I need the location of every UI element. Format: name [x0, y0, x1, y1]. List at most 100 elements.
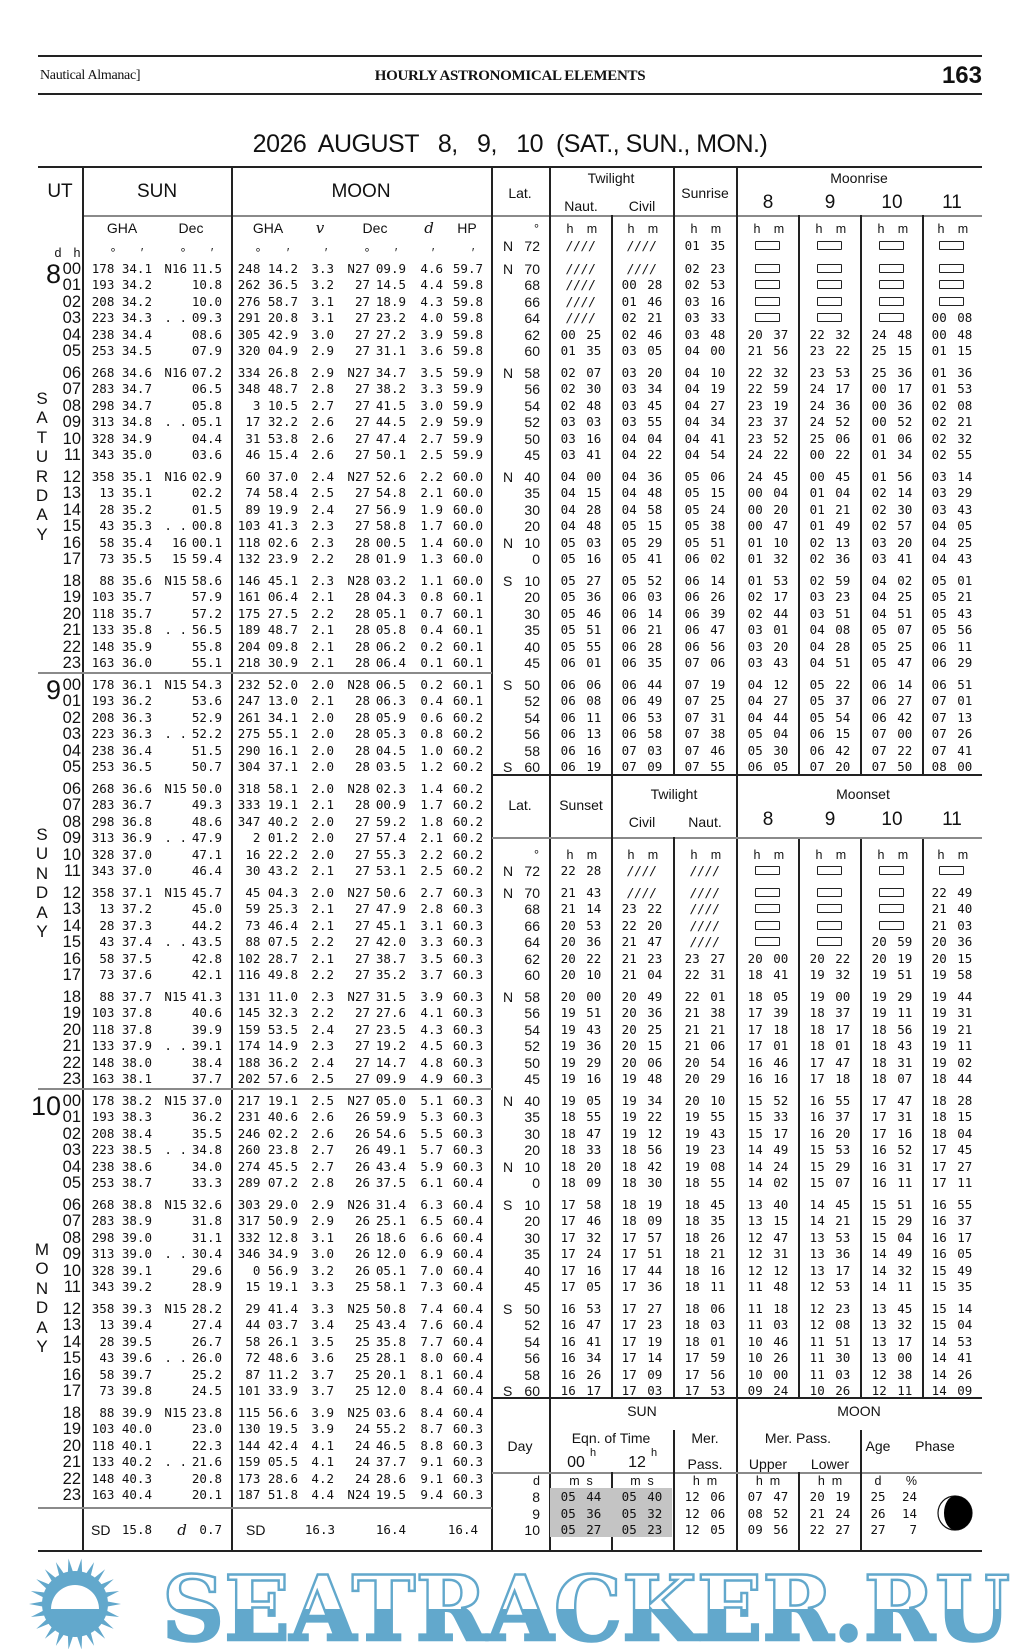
minute-unit: m — [773, 848, 785, 862]
hour-unit: h — [566, 222, 574, 236]
moon-dec-minutes: 12.0 — [375, 1246, 406, 1262]
moon-v-header: v — [315, 219, 325, 237]
moonrise-11: 07 41 — [931, 742, 973, 758]
moon-hp: 60.4 — [452, 1333, 483, 1349]
moon-d: 9.4 — [420, 1487, 443, 1502]
sun-dec-degrees: N16 — [164, 261, 187, 276]
moon-gha: 116 49.8 — [237, 967, 298, 982]
hour-unit: h — [566, 848, 574, 862]
moonrise-11: 03 29 — [931, 485, 973, 501]
lat-value: 66 — [524, 917, 540, 934]
sun-dec-minutes: 27.4 — [191, 1317, 222, 1333]
moonrise-9: 04 08 — [809, 622, 851, 638]
lat-value: 56 — [524, 1005, 540, 1022]
moonrise-9: 24 36 — [809, 397, 851, 413]
moon-v: 2.1 — [311, 638, 334, 654]
moon-dec-degrees: 27 — [354, 813, 370, 829]
moon-v: 2.0 — [311, 759, 334, 774]
moonrise-11: 02 08 — [931, 397, 973, 413]
moon-dec-minutes: 47.4 — [375, 430, 406, 446]
moon-dec-degrees: N25 — [347, 1405, 370, 1420]
moon-dec-minutes: 59.9 — [375, 1109, 406, 1125]
moon-gha: 247 13.0 — [237, 693, 298, 709]
rise-civil-twilight: 06 28 — [621, 638, 663, 654]
moon-upper-pass: 07 47 — [747, 1489, 789, 1504]
hour-unit: h — [937, 848, 945, 862]
rise-naut-twilight: 04 48 — [560, 518, 602, 534]
sun-gha: 118 40.1 — [91, 1437, 152, 1453]
rise-naut-twilight: 00 25 — [560, 326, 602, 342]
lat-value: 72 — [524, 863, 540, 879]
set-naut-twilight: 18 06 — [684, 1301, 726, 1316]
moonset-8: 17 18 — [747, 1021, 789, 1037]
set-naut-twilight: 17 53 — [684, 1383, 726, 1398]
moon-dec-degrees: N27 — [347, 365, 370, 380]
sun-dec-degrees: N15 — [164, 573, 187, 588]
moon-gha: 89 19.9 — [245, 501, 298, 517]
minute-unit: m — [710, 848, 722, 862]
moon-gha: 318 58.1 — [237, 781, 298, 796]
sunset: 17 24 — [560, 1246, 602, 1262]
sunrise: 03 48 — [684, 326, 726, 342]
moon-d: 8.4 — [420, 1383, 443, 1398]
moonrise-11: 06 11 — [931, 638, 973, 654]
moon-v: 4.2 — [311, 1470, 334, 1486]
moon-hp: 60.4 — [452, 1350, 483, 1366]
moon-gha: 102 28.7 — [237, 950, 298, 966]
moon-hp: 59.9 — [452, 365, 483, 380]
moon-hp: 59.8 — [452, 277, 483, 293]
set-naut-twilight: 18 03 — [684, 1317, 726, 1333]
moon-above-horizon-icon — [817, 280, 842, 290]
table-top-rule — [38, 166, 982, 168]
moonrise-8: 21 56 — [747, 343, 789, 358]
hour: 13 — [62, 484, 81, 503]
moonset-9: 13 17 — [809, 1262, 851, 1278]
moon-d: 2.5 — [420, 447, 443, 462]
moon-gha: 58 26.1 — [245, 1333, 298, 1349]
sun-gha: 28 37.3 — [99, 917, 152, 933]
moon-gha: 303 29.0 — [237, 1197, 298, 1212]
moon-dec-degrees: 27 — [354, 293, 370, 309]
rise-naut-twilight: 06 11 — [560, 709, 602, 725]
sun-dec-minutes: 07.9 — [191, 343, 222, 358]
moon-d: 3.1 — [420, 917, 443, 933]
set-naut-twilight: 21 21 — [684, 1021, 726, 1037]
moon-gha: 72 48.6 — [245, 1350, 298, 1366]
moon-lat-divider — [491, 166, 493, 1551]
moonrise-8: 04 12 — [747, 677, 789, 692]
moon-above-horizon-icon — [755, 264, 780, 273]
moon-gha: 291 20.8 — [237, 310, 298, 326]
moonset-9: 18 01 — [809, 1038, 851, 1054]
sun-dec-minutes: 31.8 — [191, 1213, 222, 1229]
moon-hp: 60.3 — [452, 885, 483, 900]
hour: 17 — [62, 1382, 81, 1400]
lat-hemisphere: S — [503, 759, 513, 775]
moon-d: 0.7 — [420, 605, 443, 621]
moonrise-day-header: 8 — [762, 192, 774, 213]
sun-dec-minutes: 21.6 — [191, 1454, 222, 1470]
moon-lower-pass: 22 27 — [809, 1522, 851, 1537]
lat-value: 66 — [524, 293, 540, 310]
lat-value: 64 — [524, 310, 540, 327]
moon-hp: 60.0 — [452, 573, 483, 588]
hour: 12 — [62, 1300, 81, 1318]
moonset-10: 20 19 — [871, 950, 913, 966]
weekday-letter: U — [35, 447, 49, 467]
moonrise-10: 07 00 — [871, 726, 913, 742]
moon-dec-degrees: 27 — [354, 1021, 370, 1037]
moonset-8: 15 17 — [747, 1125, 789, 1141]
lat-hemisphere: N — [503, 261, 514, 277]
moonrise-header: Moonrise — [830, 170, 888, 186]
civil-header: Civil — [628, 814, 656, 830]
moon-v: 3.7 — [311, 1366, 334, 1382]
moon-dec-minutes: 55.3 — [375, 846, 406, 862]
moonset-11: 22 49 — [931, 885, 973, 900]
sun-dec-minutes: 08.6 — [191, 326, 222, 342]
page-title: 2026 AUGUST 8, 9, 10 (SAT., SUN., MON.) — [252, 130, 768, 158]
hour: 12 — [62, 468, 81, 486]
eqn-hour-header: 12 — [628, 1454, 646, 1471]
degree-unit: ° — [180, 246, 186, 260]
moon-dec-degrees: 27 — [354, 917, 370, 933]
unit-label: % — [905, 1474, 917, 1488]
